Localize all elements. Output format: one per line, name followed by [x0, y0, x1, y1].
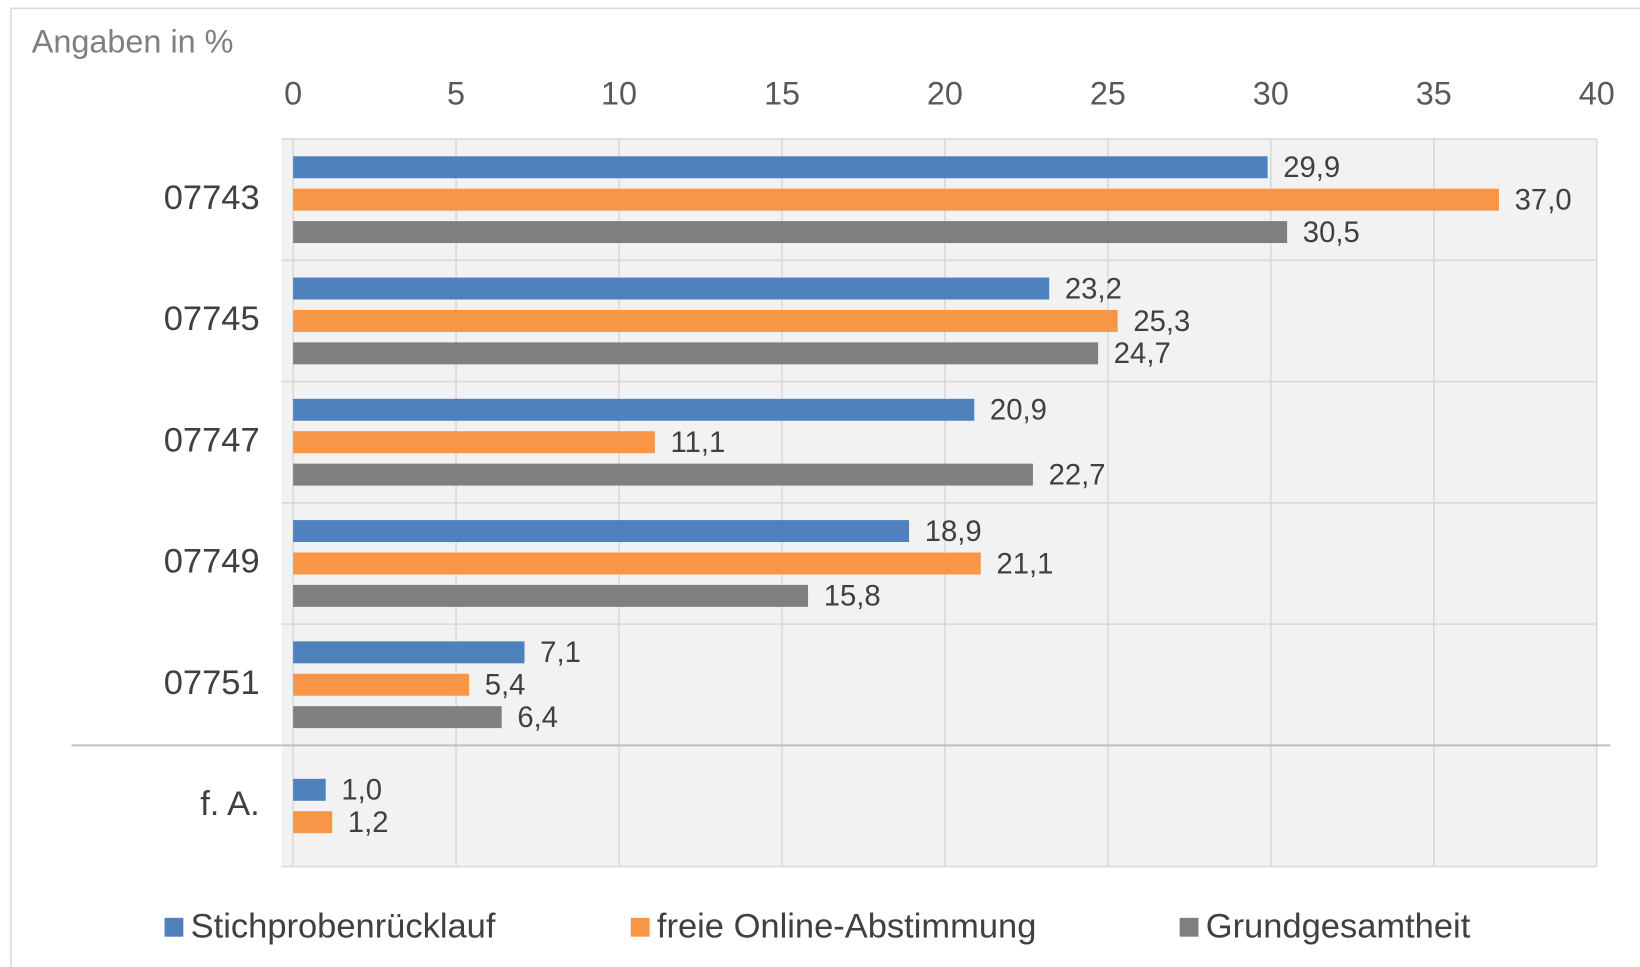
x-tick-label: 30 — [1253, 76, 1289, 112]
x-tick-label: 0 — [284, 76, 302, 112]
legend-label: Grundgesamtheit — [1206, 907, 1471, 945]
legend-swatch — [630, 917, 650, 937]
legend-swatch — [1179, 917, 1199, 937]
data-label: 1,2 — [348, 807, 389, 839]
y-tick-label: 07747 — [164, 421, 260, 459]
data-label: 15,8 — [824, 581, 881, 613]
legend-label: freie Online-Abstimmung — [657, 907, 1036, 945]
bar — [293, 188, 1499, 211]
data-label: 11,1 — [671, 427, 726, 459]
data-label: 7,1 — [540, 637, 581, 669]
bar — [293, 673, 470, 696]
data-label: 25,3 — [1133, 306, 1190, 338]
x-tick-label: 15 — [764, 76, 800, 112]
bar — [293, 641, 525, 664]
x-tick-label: 5 — [447, 76, 465, 112]
bar — [293, 156, 1268, 179]
y-tick-label: 07745 — [164, 300, 260, 338]
x-tick-label: 10 — [601, 76, 637, 112]
legend-label: Stichprobenrücklauf — [191, 907, 496, 945]
bar — [293, 463, 1033, 486]
data-label: 24,7 — [1114, 338, 1171, 370]
y-tick-label: 07749 — [164, 543, 260, 581]
data-label: 37,0 — [1515, 184, 1572, 216]
bar — [293, 221, 1288, 244]
bar — [293, 706, 502, 729]
data-label: 5,4 — [485, 670, 526, 702]
data-label: 1,0 — [341, 775, 382, 807]
bar — [293, 277, 1050, 300]
data-label: 21,1 — [996, 548, 1053, 580]
bar — [293, 811, 333, 834]
bar — [293, 778, 326, 801]
y-tick-label: f. A. — [200, 785, 259, 823]
bar — [293, 398, 975, 421]
x-tick-label: 20 — [927, 76, 963, 112]
legend-swatch — [164, 917, 184, 937]
bar — [293, 431, 655, 454]
data-label: 30,5 — [1303, 217, 1360, 249]
y-tick-label: 07751 — [164, 664, 260, 702]
data-label: 23,2 — [1065, 273, 1122, 305]
data-label: 22,7 — [1049, 459, 1106, 491]
bar — [293, 552, 981, 575]
x-tick-label: 40 — [1579, 76, 1615, 112]
x-tick-label: 35 — [1416, 76, 1452, 112]
axis-label: Angaben in % — [32, 23, 234, 59]
bar — [293, 309, 1118, 332]
data-label: 18,9 — [925, 516, 982, 548]
bar — [293, 584, 809, 607]
data-label: 29,9 — [1283, 152, 1340, 184]
y-tick-label: 07743 — [164, 179, 260, 217]
bar — [293, 520, 910, 543]
data-label: 6,4 — [517, 702, 558, 734]
x-tick-label: 25 — [1090, 76, 1126, 112]
bar — [293, 342, 1099, 365]
data-label: 20,9 — [990, 395, 1047, 427]
